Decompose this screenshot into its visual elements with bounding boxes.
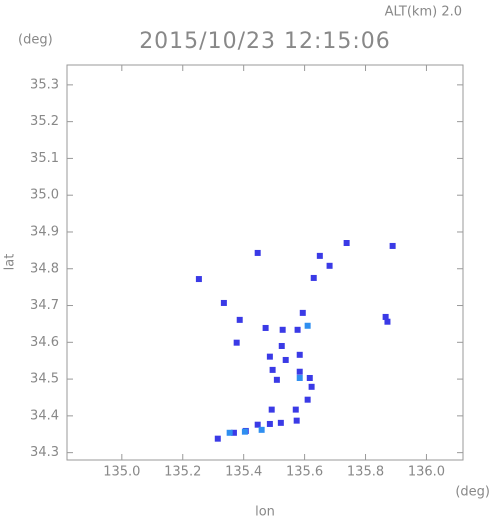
echo-point (241, 428, 248, 435)
echo-point (254, 249, 261, 256)
echo-point (296, 351, 303, 358)
echo-point (299, 309, 306, 316)
echo-point (195, 276, 202, 283)
x-axis-label: lon (255, 505, 275, 520)
echo-point (226, 429, 233, 436)
echo-point (277, 419, 284, 426)
y-tick-label: 35.3 (30, 77, 59, 92)
x-tick-label: 135.4 (225, 465, 262, 480)
x-unit: (deg) (455, 485, 490, 500)
echo-point (304, 396, 311, 403)
echo-point (266, 420, 273, 427)
x-tick-label: 135.0 (103, 465, 140, 480)
echo-point (233, 339, 240, 346)
echo-point (279, 326, 286, 333)
x-tick-label: 136.0 (408, 465, 445, 480)
echo-point (326, 262, 333, 269)
plot-frame (66, 64, 464, 461)
echo-point (306, 374, 313, 381)
echo-point (293, 417, 300, 424)
echo-point (292, 406, 299, 413)
echo-point (310, 274, 317, 281)
echo-point (384, 318, 391, 325)
echo-point (214, 435, 221, 442)
y-unit: (deg) (18, 33, 53, 48)
echo-point (278, 342, 285, 349)
y-tick-label: 34.4 (30, 408, 59, 423)
y-axis-label: lat (3, 254, 18, 271)
echo-point (273, 376, 280, 383)
chart-title: 2015/10/23 12:15:06 (139, 29, 391, 54)
echo-point (268, 406, 275, 413)
echo-point (230, 429, 237, 436)
echo-point (296, 374, 303, 381)
y-tick-label: 34.3 (30, 445, 59, 460)
y-tick-label: 35.1 (30, 151, 59, 166)
echo-point (308, 383, 315, 390)
echo-point (269, 366, 276, 373)
echo-point (382, 313, 389, 320)
x-tick-label: 135.6 (286, 465, 323, 480)
echo-point (254, 421, 261, 428)
echo-point (220, 299, 227, 306)
echo-point (294, 326, 301, 333)
echo-point (262, 324, 269, 331)
echo-point (296, 368, 303, 375)
y-tick-label: 34.5 (30, 372, 59, 387)
y-tick-label: 34.6 (30, 335, 59, 350)
echo-point (258, 426, 265, 433)
echo-point (282, 356, 289, 363)
echo-point (266, 353, 273, 360)
echo-point (236, 316, 243, 323)
y-tick-label: 35.2 (30, 114, 59, 129)
y-tick-label: 34.9 (30, 224, 59, 239)
y-tick-label: 34.7 (30, 298, 59, 313)
echo-point (389, 242, 396, 249)
x-tick-label: 135.2 (164, 465, 201, 480)
echo-point (304, 322, 311, 329)
echo-point (343, 240, 350, 247)
echo-point (316, 252, 323, 259)
y-tick-label: 35.0 (30, 188, 59, 203)
y-tick-label: 34.8 (30, 261, 59, 276)
x-tick-label: 135.8 (347, 465, 384, 480)
altitude-label: ALT(km) 2.0 (385, 5, 462, 20)
